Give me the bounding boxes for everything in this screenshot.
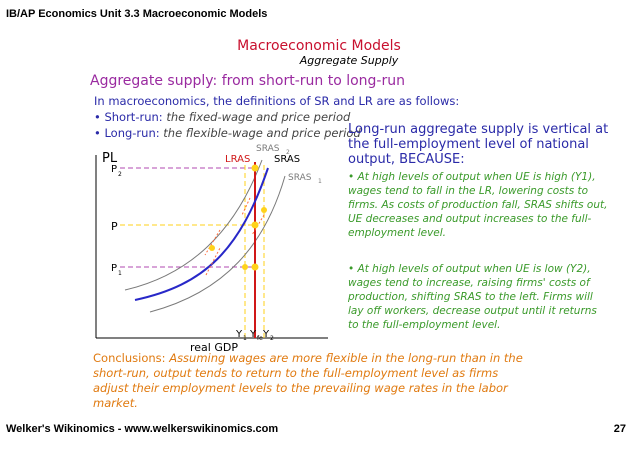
x-axis-label: real GDP [190, 341, 238, 354]
output-subscript-yfe: fe [257, 335, 263, 342]
price-label-p: P [111, 220, 118, 233]
sras2-curve [124, 159, 263, 291]
sras2-subscript: 2 [286, 149, 290, 156]
bullet-short-run: • Short-run: the fixed-wage and price pe… [94, 110, 350, 124]
shift-arrow [205, 247, 221, 276]
output-label-y1: Y [235, 329, 243, 340]
price-label-p1: P [111, 263, 117, 274]
equilibrium-point-p2 [251, 164, 259, 172]
bullet-long-run: • Long-run: the flexible-wage and price … [94, 126, 361, 140]
bullet-term: Short-run: [104, 110, 163, 124]
output-label-y2: Y [262, 329, 270, 340]
point-shift [209, 245, 215, 251]
point-y1 [242, 264, 248, 270]
y-axis-label: PL [102, 151, 118, 166]
price-subscript-p1: 1 [118, 270, 122, 277]
price-label-p2: P [111, 164, 117, 175]
bullet-dot: • [348, 263, 358, 275]
header-title: IB/AP Economics Unit 3.3 Macroeconomic M… [6, 8, 268, 20]
point-text: At high levels of output when UE is high… [348, 171, 608, 239]
footer-credit: Welker's Wikinomics - www.welkerswikinom… [6, 423, 279, 435]
conclusion-label: Conclusions: [93, 351, 166, 365]
page-number: 27 [613, 423, 626, 435]
sras-label: SRAS [274, 154, 300, 165]
lras-explanation-heading: Long-run aggregate supply is vertical at… [348, 122, 609, 167]
bullet-dot: • [348, 171, 358, 183]
lras-label: LRAS [225, 154, 250, 165]
shift-arrow [204, 229, 221, 256]
price-subscript-p2: 2 [118, 171, 122, 178]
point-y2 [261, 207, 267, 213]
explanation-point-low-output: • At high levels of output when UE is hi… [348, 170, 610, 240]
shift-arrow [241, 197, 251, 216]
slide-subtitle: Aggregate Supply [299, 54, 399, 67]
output-subscript-y1: 1 [243, 335, 247, 342]
equilibrium-point-p [251, 221, 259, 229]
bullet-definition: the fixed-wage and price period [166, 110, 351, 124]
bullet-dot: • [94, 110, 105, 124]
bullet-term: Long-run: [104, 126, 160, 140]
sras1-curve [149, 175, 286, 313]
sras1-subscript: 1 [318, 178, 322, 185]
output-label-yfe: Y [249, 329, 257, 340]
bullet-dot: • [94, 126, 105, 140]
intro-text: In macroeconomics, the definitions of SR… [94, 94, 460, 108]
point-text: At high levels of output when UE is low … [348, 263, 597, 331]
sras1-label: SRAS [288, 173, 312, 183]
section-heading: Aggregate supply: from short-run to long… [90, 73, 405, 89]
equilibrium-point-p1 [251, 263, 259, 271]
bullet-definition: the flexible-wage and price period [163, 126, 361, 140]
sras2-label: SRAS [256, 144, 280, 154]
conclusion-text: Assuming wages are more flexible in the … [93, 351, 523, 410]
slide-title: Macroeconomic Models [237, 38, 401, 54]
explanation-point-high-output: • At high levels of output when UE is lo… [348, 262, 610, 332]
output-subscript-y2: 2 [270, 335, 274, 342]
sras-curve [134, 167, 269, 301]
conclusion: Conclusions: Assuming wages are more fle… [93, 351, 533, 411]
